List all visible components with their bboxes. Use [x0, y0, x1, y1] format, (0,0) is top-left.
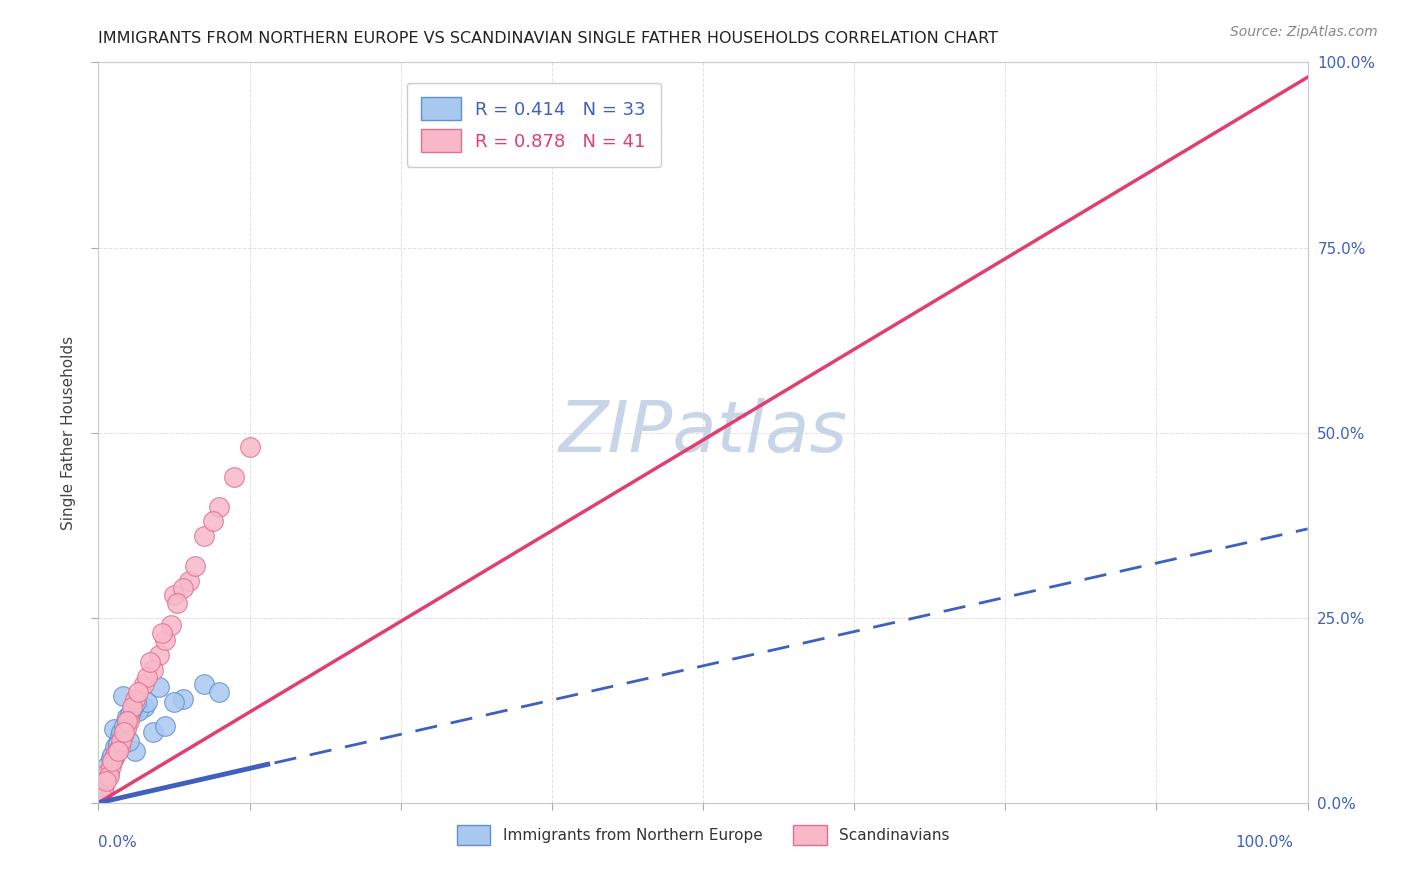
Point — [148, 681, 170, 695]
Point — [121, 699, 143, 714]
Point — [96, 758, 118, 772]
Point — [132, 699, 155, 714]
Point — [135, 670, 157, 684]
Point — [90, 789, 112, 803]
Point — [153, 632, 176, 647]
Text: ZIPatlas: ZIPatlas — [558, 398, 848, 467]
Point — [202, 515, 225, 529]
Point — [135, 695, 157, 709]
Point — [118, 733, 141, 747]
Y-axis label: Single Father Households: Single Father Households — [60, 335, 76, 530]
Point — [193, 529, 215, 543]
Point — [114, 714, 136, 729]
Point — [112, 719, 135, 733]
Point — [105, 744, 128, 758]
Point — [94, 769, 117, 783]
Point — [96, 766, 118, 780]
Point — [94, 773, 117, 788]
Point — [115, 710, 138, 724]
Point — [163, 695, 186, 709]
Point — [101, 748, 124, 763]
Point — [139, 655, 162, 669]
Point — [98, 769, 121, 783]
Point — [93, 773, 115, 788]
Point — [153, 719, 176, 733]
Point — [208, 685, 231, 699]
Point — [124, 744, 146, 758]
Point — [148, 648, 170, 662]
Point — [166, 596, 188, 610]
Point — [193, 677, 215, 691]
Point — [120, 706, 142, 721]
Point — [526, 114, 548, 128]
Point — [224, 470, 246, 484]
Point — [142, 663, 165, 677]
Point — [208, 500, 231, 514]
Point — [239, 441, 262, 455]
Point — [112, 724, 135, 739]
Point — [127, 704, 149, 718]
Point — [184, 558, 207, 573]
Point — [172, 581, 194, 595]
Point — [160, 618, 183, 632]
Point — [91, 784, 114, 798]
Point — [108, 729, 131, 743]
Point — [111, 729, 134, 743]
Point — [142, 724, 165, 739]
Point — [107, 744, 129, 758]
Point — [122, 699, 145, 714]
Legend: Immigrants from Northern Europe, Scandinavians: Immigrants from Northern Europe, Scandin… — [451, 819, 955, 851]
Point — [115, 714, 138, 729]
Point — [118, 714, 141, 729]
Point — [98, 766, 121, 780]
Point — [132, 677, 155, 691]
Point — [100, 751, 122, 765]
Point — [125, 695, 148, 709]
Point — [103, 751, 125, 765]
Point — [108, 739, 131, 754]
Point — [110, 733, 132, 747]
Text: 100.0%: 100.0% — [1236, 836, 1294, 850]
Text: Source: ZipAtlas.com: Source: ZipAtlas.com — [1230, 25, 1378, 39]
Point — [107, 737, 129, 751]
Point — [101, 755, 124, 769]
Point — [93, 778, 115, 792]
Point — [127, 685, 149, 699]
Point — [150, 625, 173, 640]
Point — [163, 589, 186, 603]
Point — [114, 722, 136, 736]
Point — [104, 739, 127, 754]
Point — [124, 692, 146, 706]
Point — [121, 706, 143, 721]
Point — [103, 722, 125, 736]
Point — [110, 724, 132, 739]
Point — [100, 758, 122, 772]
Point — [105, 737, 128, 751]
Point — [172, 692, 194, 706]
Point — [111, 689, 134, 703]
Text: IMMIGRANTS FROM NORTHERN EUROPE VS SCANDINAVIAN SINGLE FATHER HOUSEHOLDS CORRELA: IMMIGRANTS FROM NORTHERN EUROPE VS SCAND… — [98, 31, 998, 46]
Point — [179, 574, 201, 588]
Point — [104, 748, 127, 763]
Point — [91, 780, 114, 795]
Text: 0.0%: 0.0% — [98, 836, 138, 850]
